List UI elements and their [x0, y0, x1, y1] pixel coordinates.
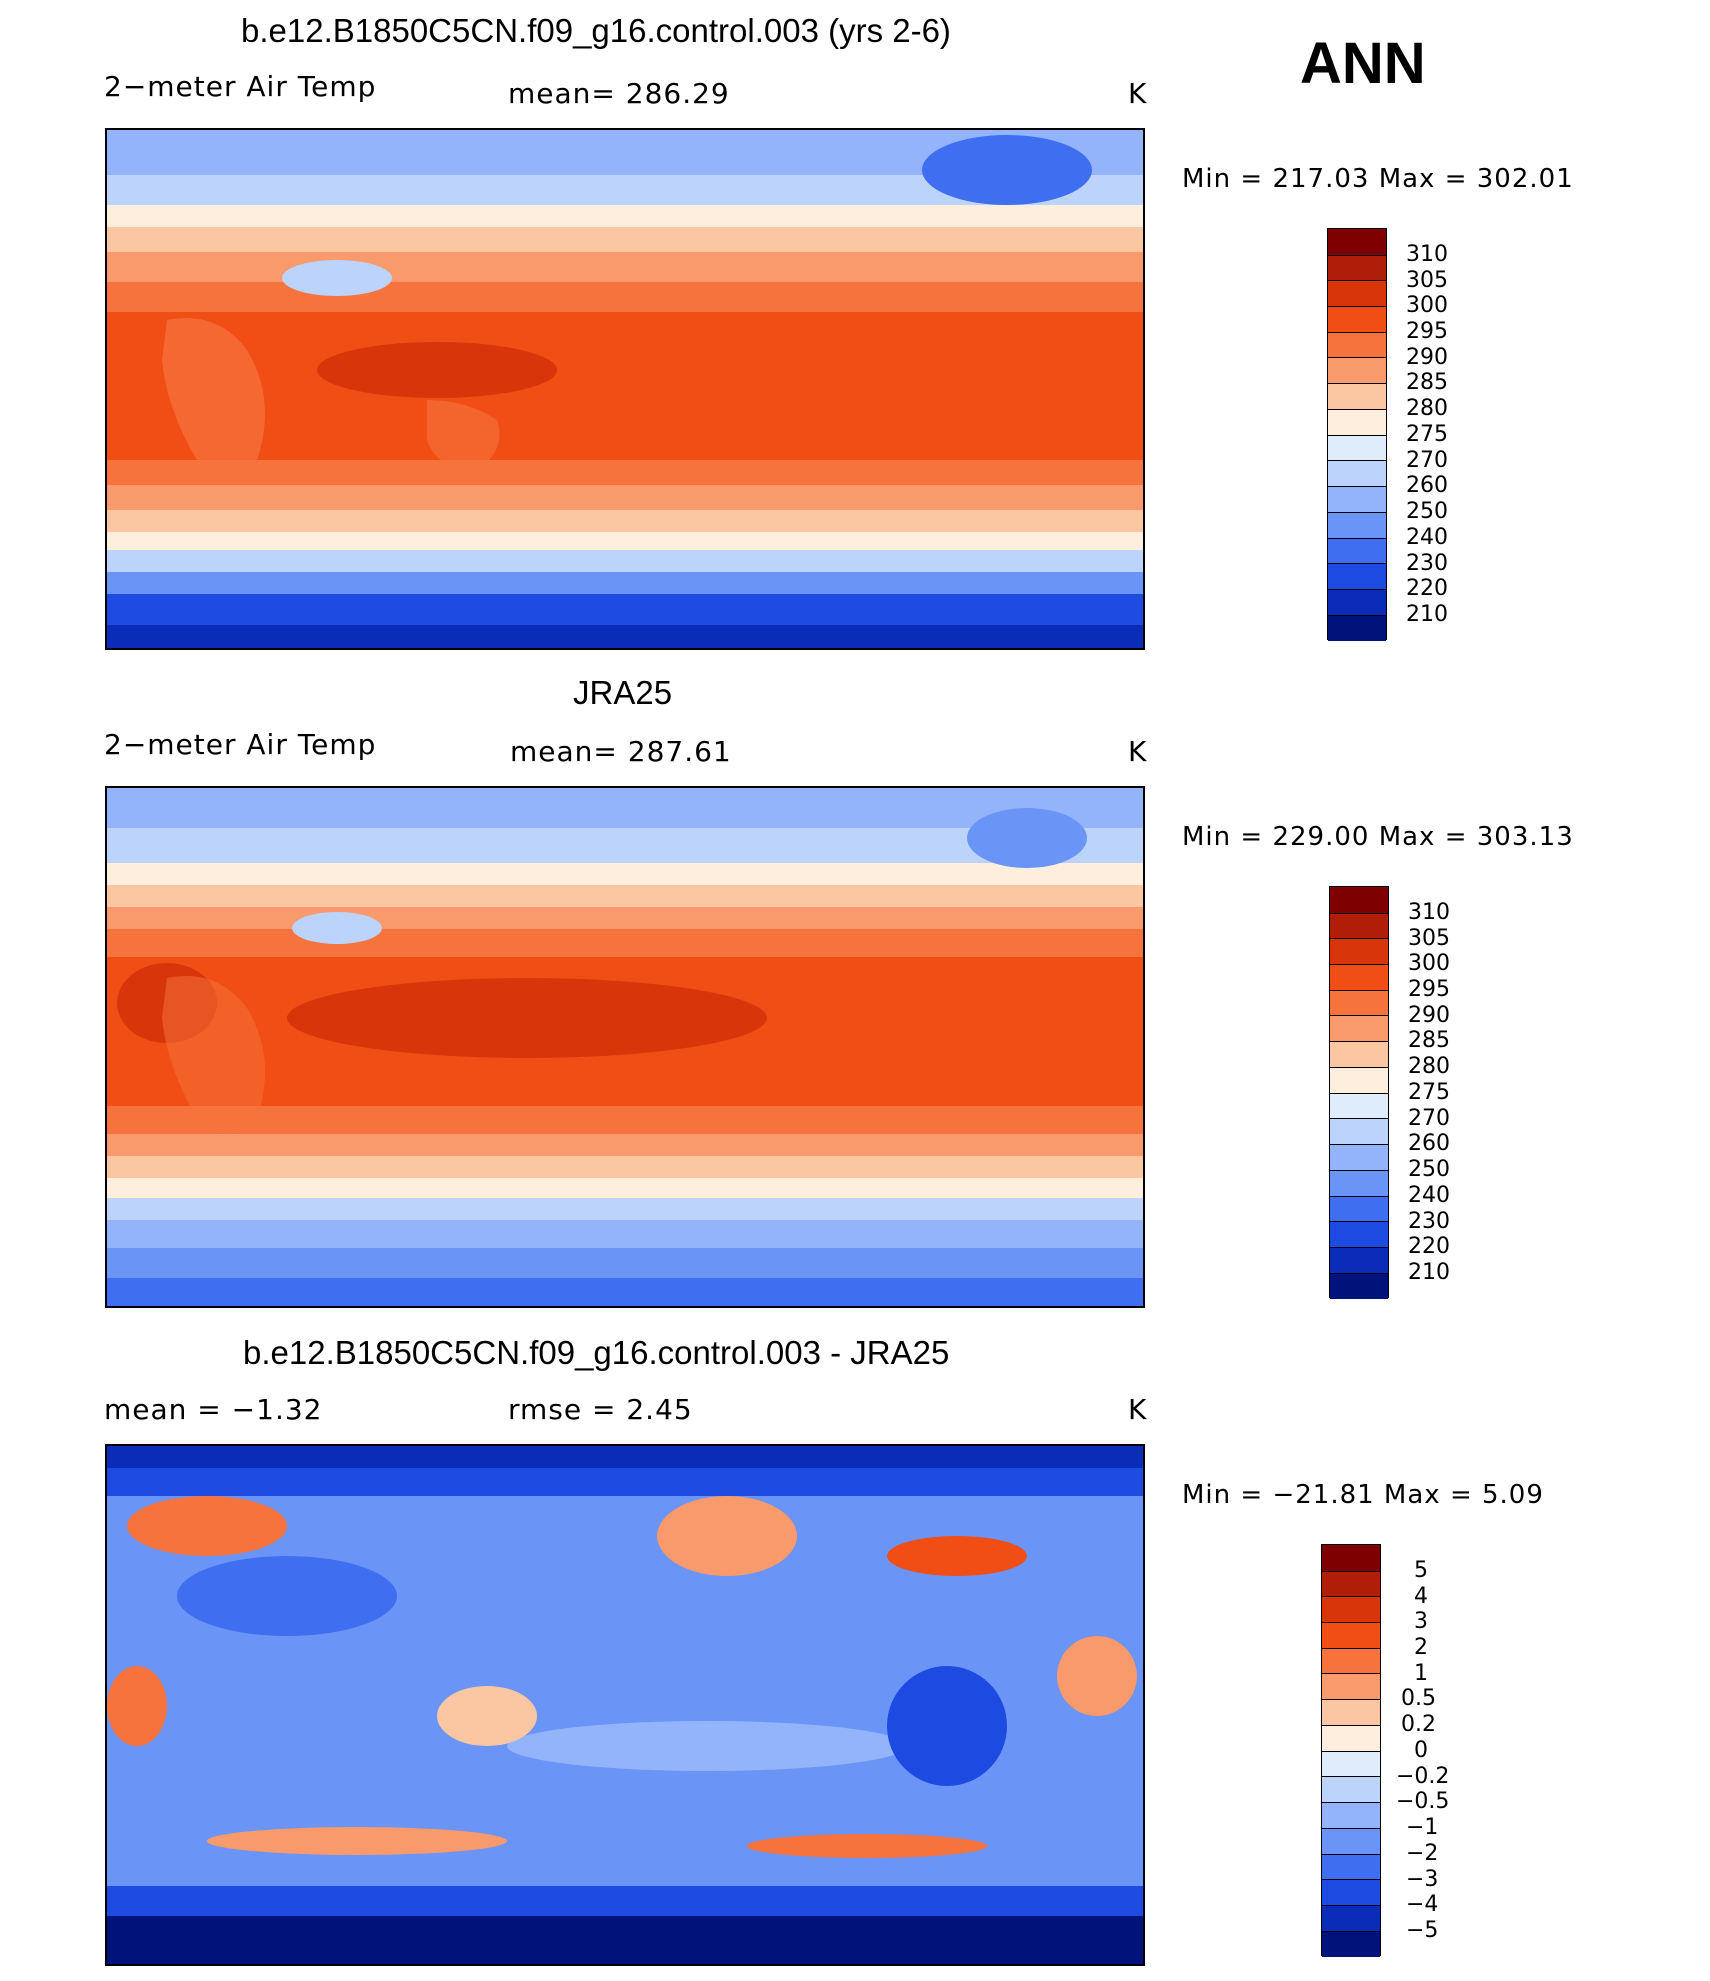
colorbar-tick: 4	[1414, 1584, 1428, 1609]
colorbar-tick: 260	[1406, 473, 1448, 498]
colorbar-tick: 0	[1414, 1738, 1428, 1763]
season-label: ANN	[1300, 31, 1426, 96]
colorbar-tick: 290	[1406, 345, 1448, 370]
colorbar-tick: 2	[1414, 1635, 1428, 1660]
panel-title-model: b.e12.B1850C5CN.f09_g16.control.003 (yrs…	[241, 12, 951, 49]
panel-minmax-label: Min = 229.00 Max = 303.13	[1182, 822, 1574, 852]
panel-mean-label: mean= 287.61	[510, 735, 732, 768]
colorbar-tick: 300	[1408, 951, 1450, 976]
panel-units-label: K	[1128, 77, 1148, 110]
colorbar-tick: 5	[1414, 1558, 1428, 1583]
panel-title-obs: JRA25	[573, 674, 673, 711]
colorbar-tick: 270	[1408, 1106, 1450, 1131]
colorbar-tick: 285	[1406, 370, 1448, 395]
colorbar-tick: 230	[1406, 551, 1448, 576]
panel-mean-label: mean= 286.29	[508, 77, 730, 110]
colorbar-tick: 0.5	[1401, 1686, 1436, 1711]
map-diff	[105, 1444, 1145, 1966]
colorbar-tick: −3	[1406, 1867, 1439, 1892]
colorbar-tick: 210	[1406, 602, 1448, 627]
panel-units-label: K	[1128, 735, 1148, 768]
panel-variable-label: 2−meter Air Temp	[104, 70, 377, 103]
colorbar-tick: 290	[1408, 1003, 1450, 1028]
colorbar-tick: 240	[1406, 525, 1448, 550]
colorbar-tick: 230	[1408, 1209, 1450, 1234]
colorbar-tick: 280	[1406, 396, 1448, 421]
colorbar-tick: 250	[1406, 499, 1448, 524]
colorbar-tick: 0.2	[1401, 1712, 1436, 1737]
colorbar-tick: 305	[1406, 268, 1448, 293]
colorbar-model	[1327, 228, 1387, 641]
colorbar-tick: −0.2	[1396, 1764, 1450, 1789]
colorbar-obs	[1329, 886, 1389, 1299]
colorbar-tick: 250	[1408, 1157, 1450, 1182]
colorbar-tick: −5	[1406, 1918, 1439, 1943]
colorbar-tick: 1	[1414, 1661, 1428, 1686]
panel-minmax-label: Min = 217.03 Max = 302.01	[1182, 164, 1574, 194]
colorbar-diff	[1321, 1544, 1381, 1957]
colorbar-tick: 210	[1408, 1260, 1450, 1285]
colorbar-tick: 310	[1408, 900, 1450, 925]
panel-rmse-label: rmse = 2.45	[508, 1393, 693, 1426]
map-obs	[105, 786, 1145, 1308]
colorbar-tick: 240	[1408, 1183, 1450, 1208]
colorbar-tick: 310	[1406, 242, 1448, 267]
colorbar-tick: 220	[1406, 576, 1448, 601]
colorbar-tick: −0.5	[1396, 1789, 1450, 1814]
colorbar-tick: 305	[1408, 926, 1450, 951]
colorbar-tick: 270	[1406, 448, 1448, 473]
colorbar-tick: 280	[1408, 1054, 1450, 1079]
colorbar-tick: 3	[1414, 1609, 1428, 1634]
colorbar-tick: 295	[1406, 319, 1448, 344]
colorbar-tick: −2	[1406, 1841, 1439, 1866]
panel-units-label: K	[1128, 1393, 1148, 1426]
colorbar-tick: 275	[1406, 422, 1448, 447]
panel-mean-label: mean = −1.32	[104, 1393, 323, 1426]
colorbar-tick: 300	[1406, 293, 1448, 318]
colorbar-tick: −1	[1406, 1815, 1439, 1840]
colorbar-tick: 295	[1408, 977, 1450, 1002]
colorbar-tick: 275	[1408, 1080, 1450, 1105]
panel-title-diff: b.e12.B1850C5CN.f09_g16.control.003 - JR…	[243, 1334, 950, 1371]
panel-variable-label: 2−meter Air Temp	[104, 728, 377, 761]
colorbar-tick: 220	[1408, 1234, 1450, 1259]
map-model	[105, 128, 1145, 650]
panel-minmax-label: Min = −21.81 Max = 5.09	[1182, 1480, 1544, 1510]
colorbar-tick: −4	[1406, 1892, 1439, 1917]
colorbar-tick: 260	[1408, 1131, 1450, 1156]
colorbar-tick: 285	[1408, 1028, 1450, 1053]
